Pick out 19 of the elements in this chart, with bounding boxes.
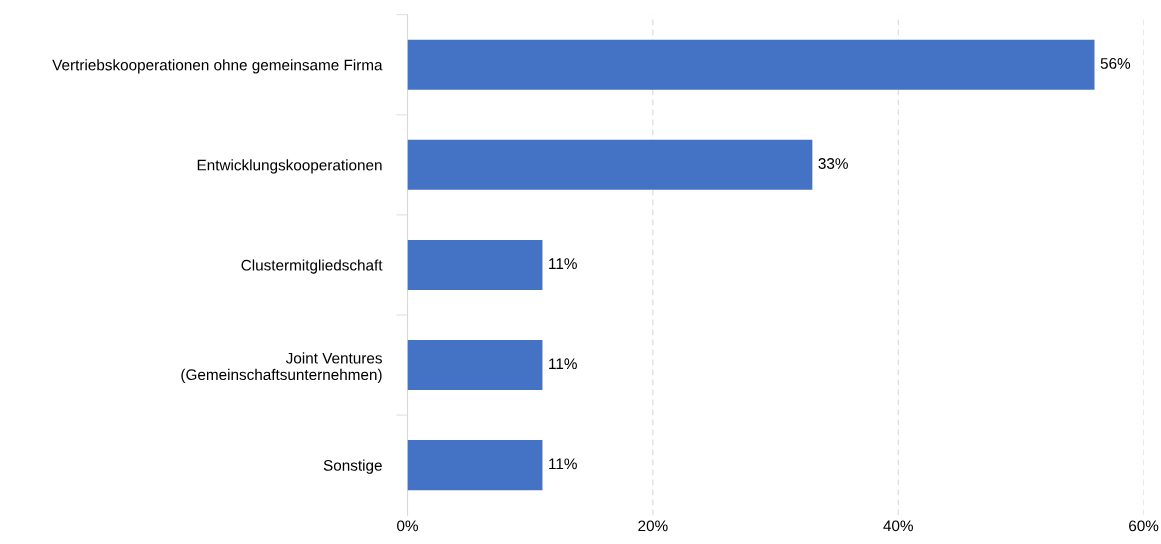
bar	[407, 139, 813, 190]
x-tick-label: 20%	[638, 520, 668, 532]
y-tick-label: Sonstige	[323, 459, 382, 474]
data-label: 11%	[549, 358, 577, 370]
data-label: 33%	[818, 158, 848, 169]
bar	[407, 440, 543, 491]
data-label: 11%	[549, 258, 577, 269]
y-tick-label: Entwicklungskooperationen	[197, 159, 382, 174]
x-tick-label: 0%	[397, 520, 419, 532]
x-tick-label: 40%	[883, 520, 913, 532]
y-tick-label: Joint Ventures (Gemeinschaftsunternehmen)	[181, 352, 382, 384]
data-label: 11%	[549, 458, 577, 470]
y-tick-label: Vertriebskooperationen ohne gemeinsame Firma	[52, 59, 383, 74]
bar	[407, 39, 1095, 90]
data-label: 56%	[1100, 58, 1131, 69]
bar	[407, 239, 543, 290]
y-tick-label: Clustermitgliedschaft	[241, 259, 383, 274]
x-tick-label: 60%	[1129, 520, 1159, 532]
bar	[407, 340, 543, 391]
